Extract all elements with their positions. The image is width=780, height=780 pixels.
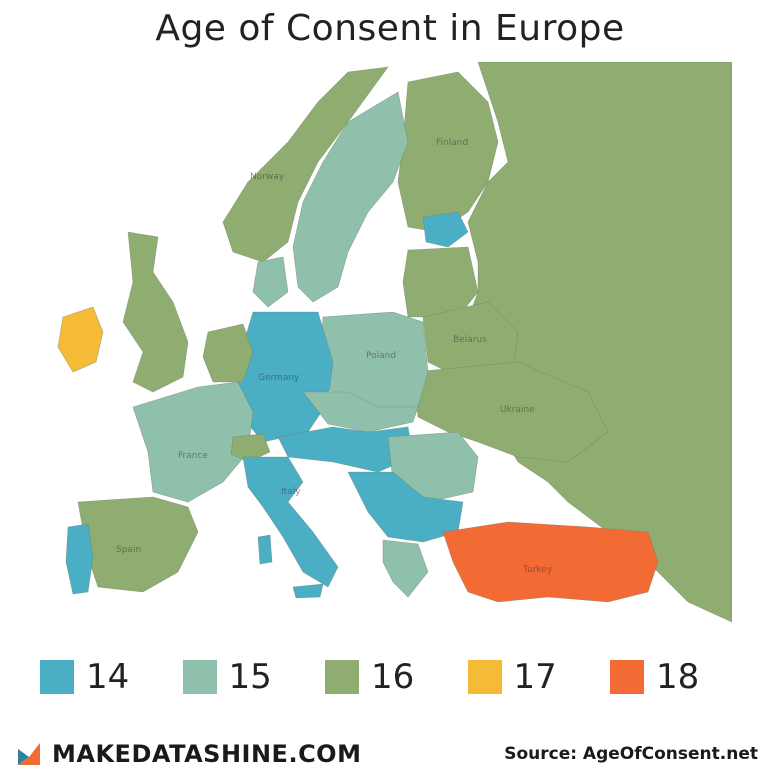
label-norway: Norway [250, 172, 285, 182]
legend-swatch-14 [40, 660, 74, 694]
legend-item-15: 15 [182, 655, 313, 699]
region-sicily [292, 583, 324, 599]
legend-swatch-18 [610, 660, 644, 694]
region-sweden [292, 91, 409, 303]
legend-label-17: 17 [513, 657, 557, 697]
makedatashine-logo-icon [18, 743, 40, 765]
source-note: Source: AgeOfConsent.net [504, 744, 758, 764]
label-germany: Germany [258, 373, 300, 383]
label-france: France [178, 451, 208, 461]
region-estonia [422, 211, 469, 248]
region-finland [397, 71, 499, 233]
region-ireland [57, 306, 104, 373]
legend-item-16: 16 [325, 655, 455, 699]
legend-swatch-17 [467, 660, 502, 694]
brand-name: MAKEDATASHINE.COM [52, 740, 362, 768]
region-benelux [202, 323, 254, 383]
region-czechia-slovakia [302, 391, 419, 433]
label-italy: Italy [281, 487, 301, 497]
brand[interactable]: MAKEDATASHINE.COM [18, 740, 361, 768]
europe-map: Finland Norway Germany Poland Belarus Uk… [48, 62, 732, 630]
label-finland: Finland [436, 138, 468, 148]
region-portugal [65, 523, 94, 595]
legend-label-16: 16 [371, 657, 415, 697]
label-belarus: Belarus [453, 335, 487, 345]
region-italy [242, 456, 339, 588]
legend-item-14: 14 [40, 655, 170, 699]
region-denmark [252, 256, 289, 308]
region-uk [122, 231, 189, 393]
label-spain: Spain [116, 545, 141, 555]
region-baltics [402, 246, 479, 318]
legend-label-14: 14 [86, 657, 130, 697]
legend-label-15: 15 [228, 657, 272, 697]
legend-swatch-15 [182, 660, 217, 694]
region-turkey [442, 521, 659, 603]
legend-swatch-16 [325, 660, 359, 694]
region-sardinia [257, 534, 273, 565]
region-ukraine [412, 361, 609, 463]
map-title: Age of Consent in Europe [155, 8, 625, 49]
legend-item-18: 18 [610, 655, 740, 699]
region-greece [382, 539, 429, 598]
label-turkey: Turkey [522, 565, 553, 575]
legend: 14 15 16 17 18 [40, 655, 740, 699]
label-poland: Poland [366, 351, 396, 361]
legend-item-17: 17 [467, 655, 598, 699]
region-france [132, 381, 254, 503]
label-ukraine: Ukraine [500, 405, 535, 415]
legend-label-18: 18 [656, 657, 700, 697]
